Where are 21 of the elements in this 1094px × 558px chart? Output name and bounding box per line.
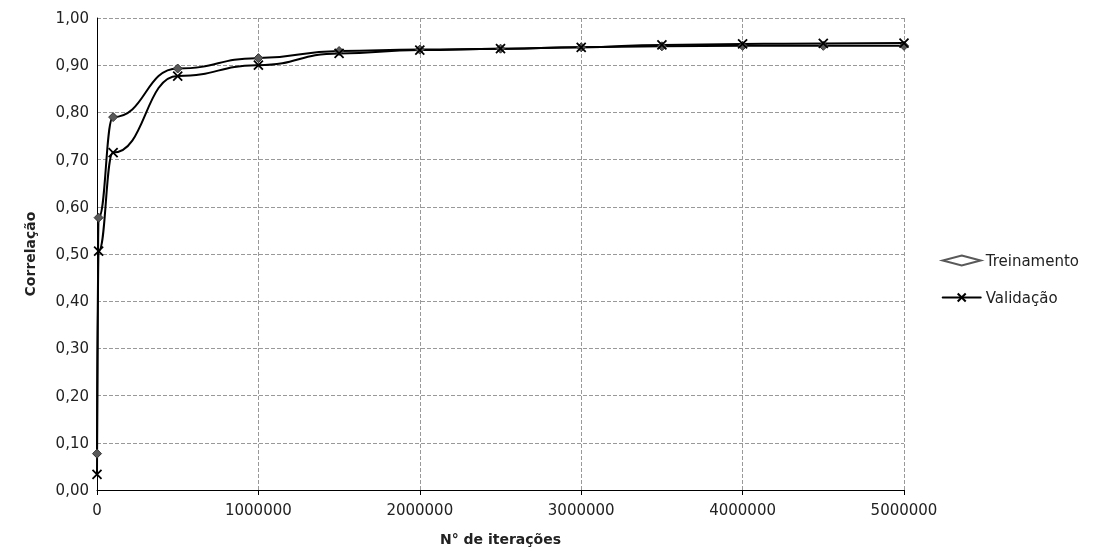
x-axis-title: N° de iterações — [439, 531, 562, 547]
x-tick-label: 4000000 — [709, 500, 777, 519]
x-tick-label: 5000000 — [870, 500, 938, 519]
y-tick-label: 0,20 — [55, 386, 89, 405]
y-tick-label: 0,10 — [55, 433, 89, 452]
y-tick-label: 0,70 — [55, 150, 89, 169]
y-axis-title: Correlação — [22, 211, 38, 297]
y-tick-label: 0,50 — [55, 245, 89, 263]
x-tick-label: 2000000 — [386, 500, 454, 519]
y-tick-label: 0,90 — [55, 56, 89, 75]
legend-label: Treinamento — [984, 251, 1079, 270]
x-tick-label: 0 — [92, 500, 102, 519]
y-tick-label: 0,60 — [55, 197, 89, 216]
y-tick-label: 0,80 — [55, 103, 89, 122]
legend-label: Validação — [985, 288, 1058, 307]
x-tick-label: 3000000 — [547, 500, 615, 519]
y-tick-label: 1,00 — [55, 9, 89, 27]
y-tick-label: 0,30 — [55, 339, 89, 358]
x-tick-label: 1000000 — [224, 500, 292, 519]
y-tick-label: 0,00 — [55, 481, 89, 499]
y-tick-label: 0,40 — [55, 292, 89, 311]
